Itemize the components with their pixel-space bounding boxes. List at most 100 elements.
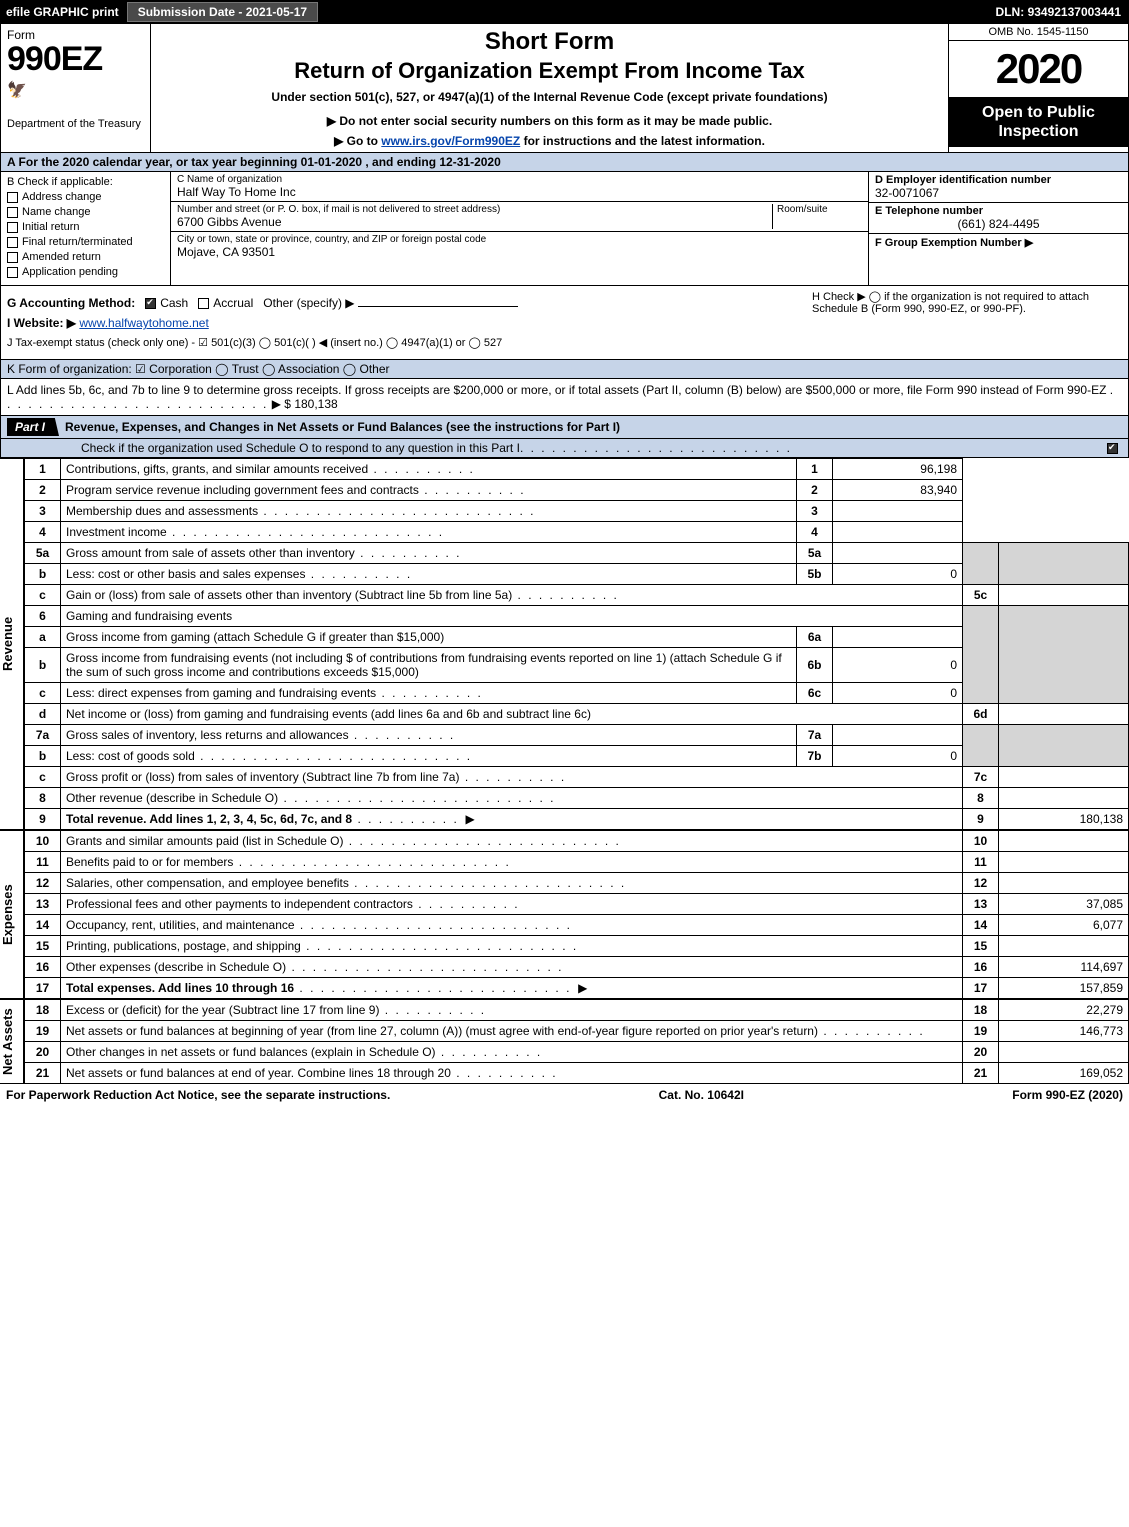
line-i: I Website: ▶ www.halfwaytohome.net	[7, 316, 1122, 330]
sub-amount: 0	[833, 648, 963, 683]
grey-cell	[999, 725, 1129, 767]
line-key: 18	[963, 1000, 999, 1021]
line-desc: Benefits paid to or for members	[61, 852, 963, 873]
row-14: 14Occupancy, rent, utilities, and mainte…	[25, 915, 1129, 936]
line-num: 15	[25, 936, 61, 957]
line-desc: Total expenses. Add lines 10 through 16 …	[61, 978, 963, 999]
line-desc: Salaries, other compensation, and employ…	[61, 873, 963, 894]
header: Form 990EZ 🦅 Department of the Treasury …	[0, 24, 1129, 153]
omb-number: OMB No. 1545-1150	[949, 24, 1128, 41]
street-address: 6700 Gibbs Avenue	[177, 215, 772, 229]
check-application-pending[interactable]: Application pending	[7, 266, 164, 278]
line-key: 5c	[963, 585, 999, 606]
line-desc: Professional fees and other payments to …	[61, 894, 963, 915]
line-num: 12	[25, 873, 61, 894]
check-label: Application pending	[22, 266, 118, 278]
line-key: 19	[963, 1021, 999, 1042]
phone: (661) 824-4495	[875, 217, 1122, 231]
line-desc: Other changes in net assets or fund bala…	[61, 1042, 963, 1063]
line-num: 1	[25, 459, 61, 480]
row-1: 1Contributions, gifts, grants, and simil…	[25, 459, 1129, 480]
line-num: 5a	[25, 543, 61, 564]
line-num: 6	[25, 606, 61, 627]
check-amended-return[interactable]: Amended return	[7, 251, 164, 263]
line-desc: Program service revenue including govern…	[61, 480, 797, 501]
sub-key: 5b	[797, 564, 833, 585]
dln: DLN: 93492137003441	[996, 5, 1129, 19]
efile-print[interactable]: efile GRAPHIC print	[0, 5, 125, 19]
schedule-o-checkbox[interactable]	[1107, 441, 1122, 455]
check-initial-return[interactable]: Initial return	[7, 221, 164, 233]
line-num: c	[25, 767, 61, 788]
goto-prefix: ▶ Go to	[334, 134, 381, 148]
goto-suffix: for instructions and the latest informat…	[520, 134, 765, 148]
footer-mid: Cat. No. 10642I	[659, 1088, 744, 1102]
line-key: 2	[797, 480, 833, 501]
line-desc: Gain or (loss) from sale of assets other…	[61, 585, 963, 606]
expenses-vlabel: Expenses	[0, 830, 24, 999]
line-desc: Gross income from fundraising events (no…	[61, 648, 797, 683]
accounting-accrual[interactable]	[198, 298, 209, 309]
line-amount	[999, 704, 1129, 725]
line-key: 17	[963, 978, 999, 999]
website-link[interactable]: www.halfwaytohome.net	[79, 316, 208, 330]
sub-key: 6a	[797, 627, 833, 648]
line-a: A For the 2020 calendar year, or tax yea…	[0, 153, 1129, 172]
line-amount	[999, 788, 1129, 809]
line-num: 7a	[25, 725, 61, 746]
line-key: 14	[963, 915, 999, 936]
line-key: 4	[797, 522, 833, 543]
netassets-table: 18Excess or (deficit) for the year (Subt…	[24, 999, 1129, 1084]
line-amount: 83,940	[833, 480, 963, 501]
line-amount: 6,077	[999, 915, 1129, 936]
line-key: 20	[963, 1042, 999, 1063]
line-l-arrow: ▶ $	[272, 397, 291, 411]
title-short: Short Form	[161, 28, 938, 56]
line-amount	[833, 501, 963, 522]
sub-key: 7a	[797, 725, 833, 746]
g-other-input[interactable]	[358, 306, 518, 307]
dln-label: DLN:	[996, 5, 1025, 19]
check-name-change[interactable]: Name change	[7, 206, 164, 218]
check-final-return[interactable]: Final return/terminated	[7, 236, 164, 248]
line-amount	[833, 522, 963, 543]
row-18: 18Excess or (deficit) for the year (Subt…	[25, 1000, 1129, 1021]
irs-link[interactable]: www.irs.gov/Form990EZ	[381, 134, 520, 148]
box-c: C Name of organization Half Way To Home …	[171, 172, 868, 285]
row-11: 11Benefits paid to or for members11	[25, 852, 1129, 873]
tax-year: 2020	[949, 41, 1128, 97]
line-key: 10	[963, 831, 999, 852]
header-right: OMB No. 1545-1150 2020 Open to Public In…	[948, 24, 1128, 152]
line-amount: 114,697	[999, 957, 1129, 978]
line-desc: Printing, publications, postage, and shi…	[61, 936, 963, 957]
org-name: Half Way To Home Inc	[177, 185, 862, 199]
line-desc: Grants and similar amounts paid (list in…	[61, 831, 963, 852]
line-desc: Contributions, gifts, grants, and simila…	[61, 459, 797, 480]
g-label: G Accounting Method:	[7, 296, 135, 310]
check-label: Amended return	[22, 251, 101, 263]
line-key: 12	[963, 873, 999, 894]
line-num: 4	[25, 522, 61, 543]
dots	[520, 441, 792, 455]
line-num: 2	[25, 480, 61, 501]
line-amount: 37,085	[999, 894, 1129, 915]
line-num: 13	[25, 894, 61, 915]
line-amount: 180,138	[999, 809, 1129, 830]
sub-key: 6c	[797, 683, 833, 704]
row-17: 17Total expenses. Add lines 10 through 1…	[25, 978, 1129, 999]
subtitle-goto: ▶ Go to www.irs.gov/Form990EZ for instru…	[161, 134, 938, 148]
sub-key: 7b	[797, 746, 833, 767]
box-b: B Check if applicable: Address change Na…	[1, 172, 171, 285]
revenue-vlabel: Revenue	[0, 458, 24, 830]
check-address-change[interactable]: Address change	[7, 191, 164, 203]
line-desc: Gross sales of inventory, less returns a…	[61, 725, 797, 746]
g-cash: Cash	[160, 296, 188, 310]
accounting-cash-checked[interactable]	[145, 298, 156, 309]
line-l-text: L Add lines 5b, 6c, and 7b to line 9 to …	[7, 383, 1106, 397]
line-key: 15	[963, 936, 999, 957]
row-7c: cGross profit or (loss) from sales of in…	[25, 767, 1129, 788]
boxes-def: D Employer identification number 32-0071…	[868, 172, 1128, 285]
ein: 32-0071067	[875, 186, 939, 200]
sub-amount	[833, 725, 963, 746]
line-key: 8	[963, 788, 999, 809]
